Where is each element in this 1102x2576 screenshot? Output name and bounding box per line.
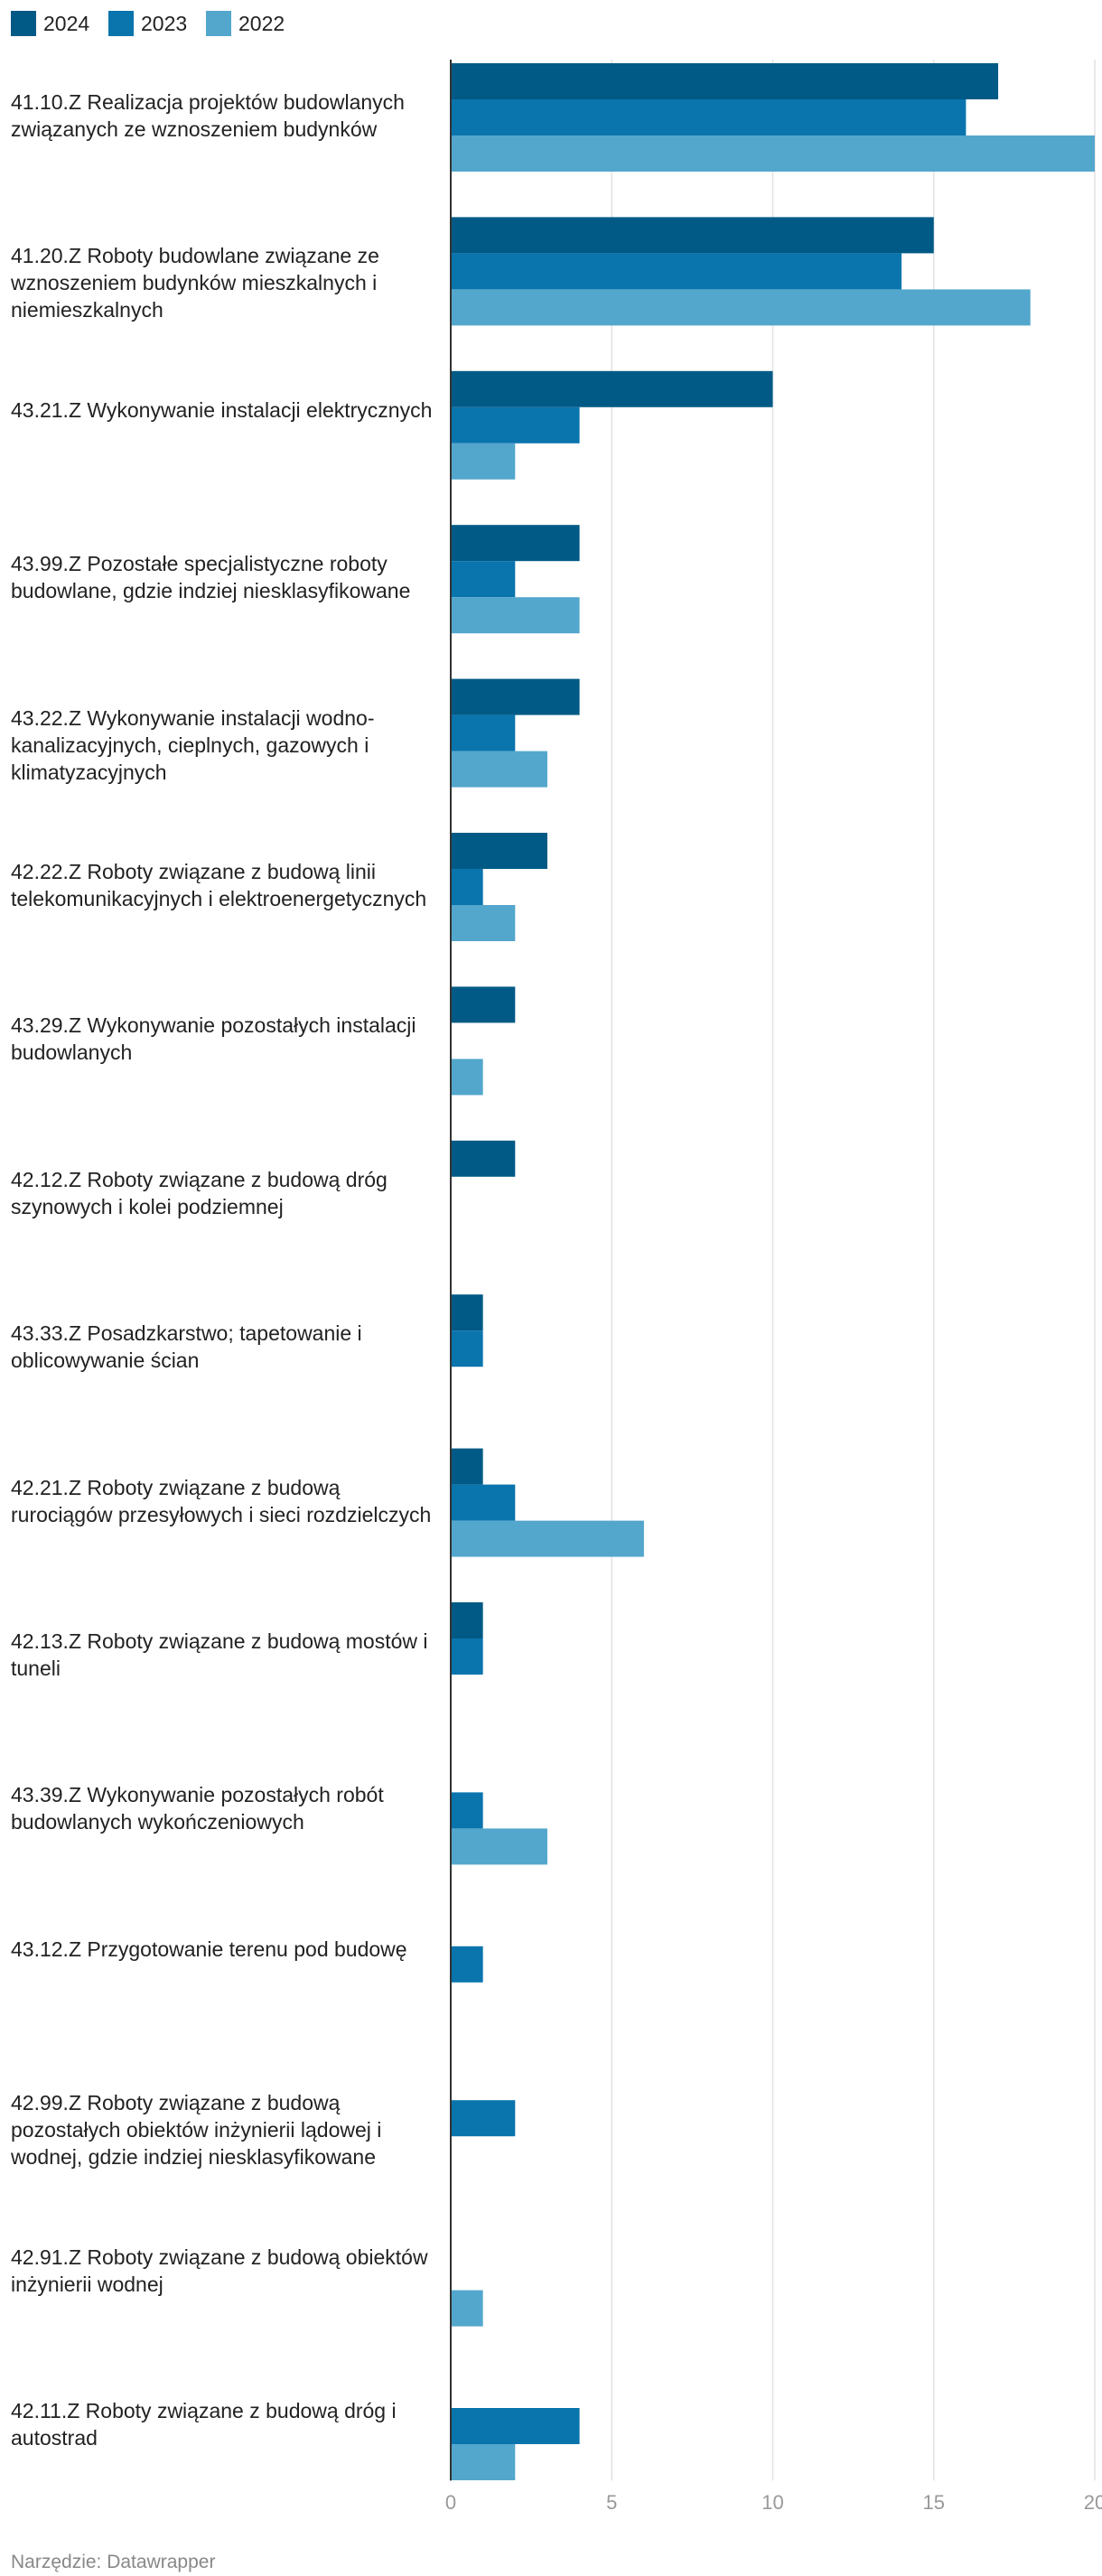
bar: [451, 869, 483, 905]
bar: [451, 99, 967, 135]
legend-swatch: [206, 11, 231, 36]
bar: [451, 1792, 483, 1829]
bar: [451, 289, 1031, 326]
legend-item: 2022: [206, 11, 285, 36]
bar: [451, 714, 516, 751]
category-label: 43.99.Z Pozostałe specjalistyczne roboty…: [11, 552, 411, 603]
bar: [451, 525, 580, 562]
category-label: 43.39.Z Wykonywanie pozostałych robót bu…: [11, 1783, 384, 1834]
bar: [451, 1520, 644, 1557]
bar: [451, 406, 580, 443]
legend-swatch: [108, 11, 134, 36]
bar: [451, 1484, 516, 1521]
bar: [451, 2290, 483, 2327]
bar: [451, 253, 902, 290]
x-tick-label: 0: [445, 2491, 456, 2514]
category-label: 41.20.Z Roboty budowlane związane ze wzn…: [11, 244, 379, 322]
bar: [451, 1140, 516, 1177]
bar: [451, 2408, 580, 2444]
bar: [451, 905, 516, 941]
bar: [451, 135, 1095, 172]
category-label: 42.13.Z Roboty związane z budową mostów …: [11, 1629, 428, 1680]
bar: [451, 2100, 516, 2137]
category-label: 43.22.Z Wykonywanie instalacji wodno-kan…: [11, 705, 375, 784]
bar: [451, 597, 580, 634]
legend-label: 2023: [141, 11, 188, 35]
bar: [451, 1059, 483, 1096]
x-tick-label: 15: [923, 2491, 945, 2514]
bar: [451, 751, 547, 788]
bar: [451, 63, 999, 99]
category-label: 42.91.Z Roboty związane z budową obiektó…: [11, 2245, 428, 2296]
category-label: 42.21.Z Roboty związane z budową rurocią…: [11, 1475, 432, 1526]
legend-label: 2022: [238, 11, 285, 35]
source: Narzędzie: Datawrapper: [11, 2552, 216, 2572]
category-label: 42.22.Z Roboty związane z budową linii t…: [11, 860, 427, 910]
bar: [451, 217, 934, 254]
bar: [451, 370, 773, 407]
category-label: 42.12.Z Roboty związane z budową dróg sz…: [11, 1167, 388, 1218]
bar: [451, 2444, 516, 2480]
legend-item: 2024: [11, 11, 89, 36]
bar: [451, 1330, 483, 1367]
category-label: 43.33.Z Posadzkarstwo; tapetowanie i obl…: [11, 1321, 362, 1373]
bar: [451, 561, 516, 598]
bar: [451, 1946, 483, 1983]
legend-item: 2023: [108, 11, 187, 36]
legend-swatch: [11, 11, 36, 36]
bar: [451, 1448, 483, 1485]
category-label: 43.12.Z Przygotowanie terenu pod budowę: [11, 1937, 407, 1961]
bar: [451, 833, 547, 869]
bar: [451, 1294, 483, 1331]
bar: [451, 986, 516, 1023]
bar: [451, 678, 580, 715]
bar: [451, 443, 516, 480]
category-label: 43.29.Z Wykonywanie pozostałych instalac…: [11, 1013, 416, 1065]
category-label: 42.11.Z Roboty związane z budową dróg i …: [11, 2399, 397, 2450]
category-label: 41.10.Z Realizacja projektów budowlanych…: [11, 90, 405, 141]
category-label: 43.21.Z Wykonywanie instalacji elektrycz…: [11, 397, 433, 422]
bar: [451, 1828, 547, 1865]
category-label: 42.99.Z Roboty związane z budową pozosta…: [11, 2091, 382, 2170]
bar: [451, 1602, 483, 1638]
x-tick-label: 5: [606, 2491, 617, 2514]
x-tick-label: 10: [761, 2491, 783, 2514]
x-tick-label: 20: [1084, 2491, 1102, 2514]
bar: [451, 1638, 483, 1675]
legend-label: 2024: [43, 11, 90, 35]
